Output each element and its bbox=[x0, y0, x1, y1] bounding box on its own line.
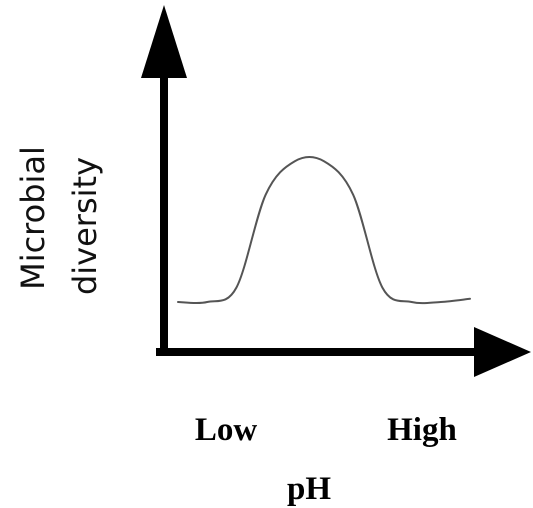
y-axis-title-line-1: Microbial bbox=[14, 146, 52, 290]
y-axis-arrowhead bbox=[141, 5, 187, 78]
series-layer bbox=[177, 156, 471, 305]
x-axis-arrowhead bbox=[474, 327, 531, 377]
x-axis-title: pH bbox=[287, 471, 331, 507]
x-tick-label-low: Low bbox=[195, 412, 258, 448]
series-line-0 bbox=[177, 156, 471, 305]
y-axis-title-line-2: diversity bbox=[66, 157, 104, 295]
x-tick-label-high: High bbox=[387, 412, 457, 448]
